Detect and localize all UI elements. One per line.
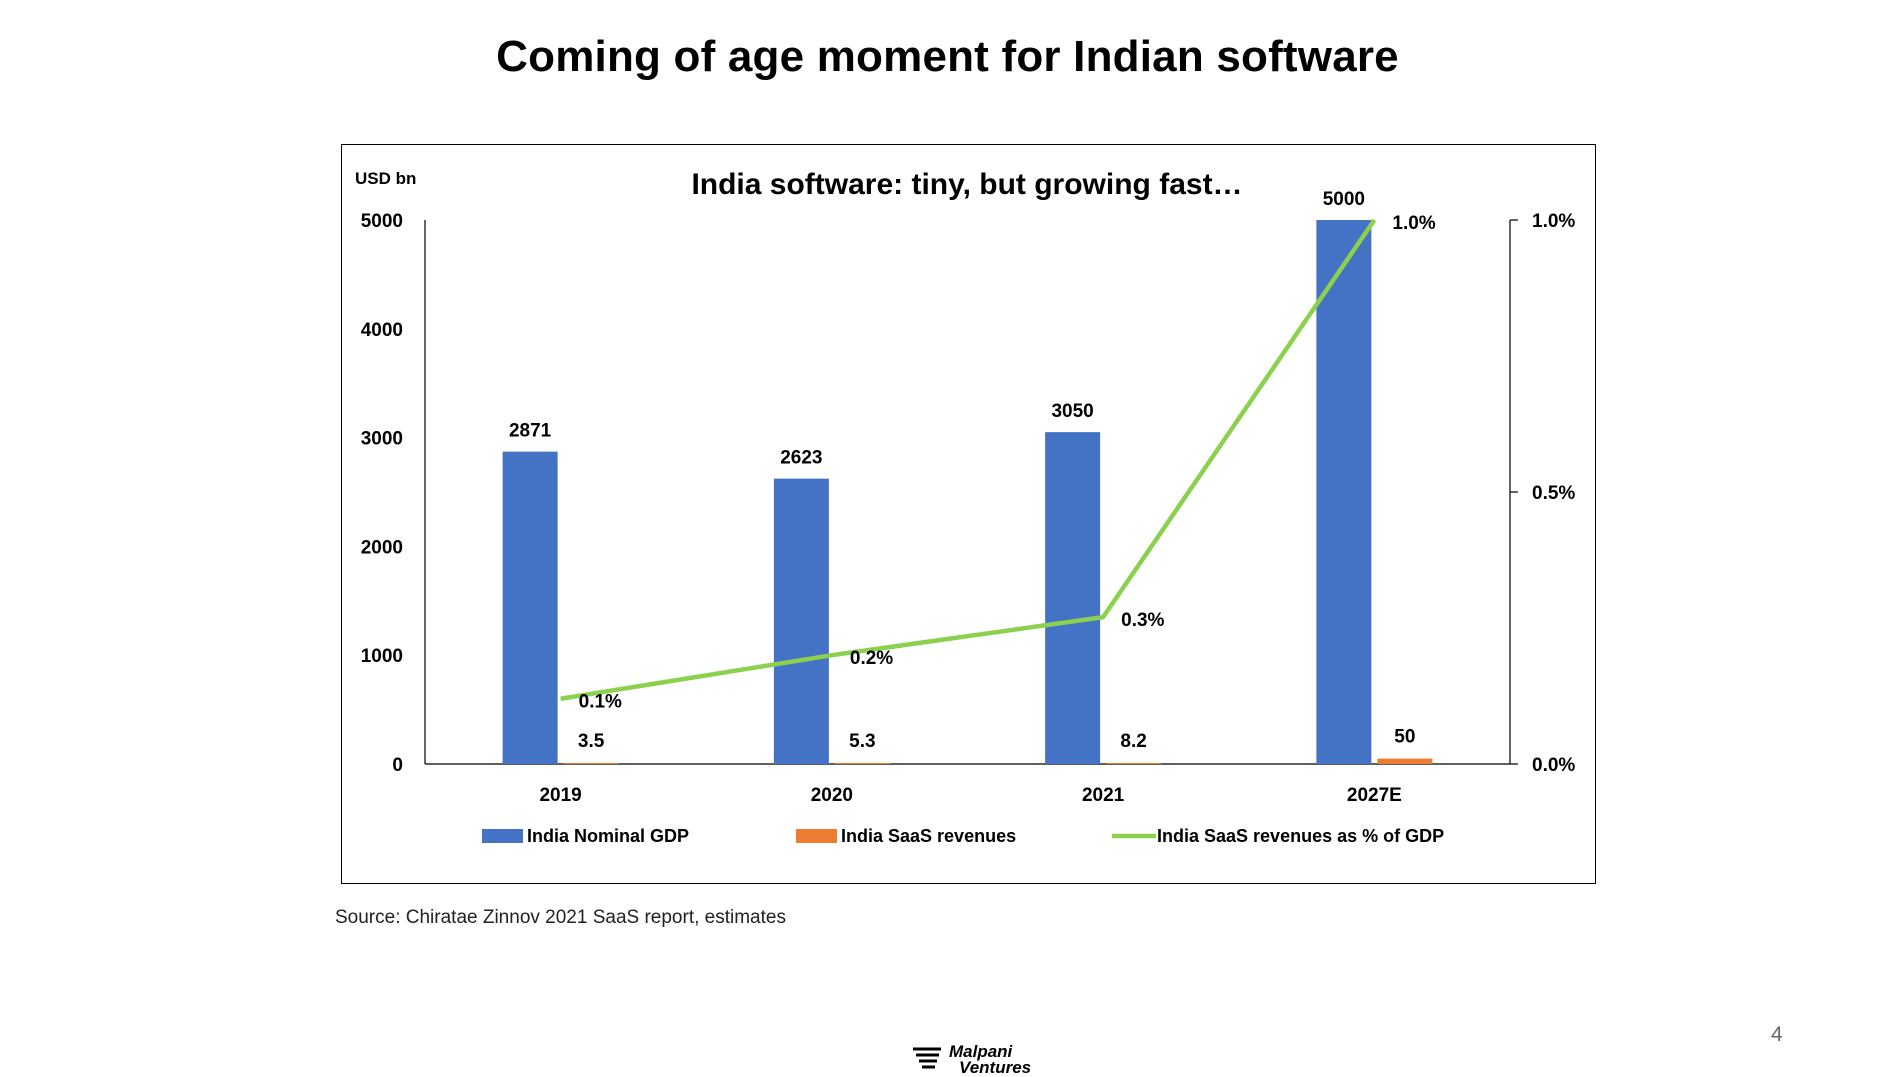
saas-data-label: 50: [1394, 727, 1415, 748]
gdp-bar: [773, 478, 829, 764]
legend-label: India SaaS revenues: [841, 826, 1016, 846]
page-number: 4: [1771, 1023, 1783, 1046]
y-tick-label: 3000: [361, 429, 403, 450]
x-tick-label: 2020: [811, 785, 853, 806]
pct-data-label: 0.3%: [1121, 610, 1164, 631]
y-tick-label: 5000: [361, 211, 403, 232]
legend-label: India Nominal GDP: [527, 826, 689, 846]
saas-data-label: 5.3: [849, 731, 875, 752]
malpani-ventures-logo: Malpani Ventures: [913, 1043, 1031, 1077]
saas-data-label: 3.5: [578, 731, 605, 752]
gdp-data-label: 5000: [1323, 189, 1365, 210]
saas-data-label: 8.2: [1120, 731, 1146, 752]
plot-area: 0 1000 2000 3000 4000 5000 0.0% 0.5% 1.0% 2019 202…: [361, 189, 1576, 846]
x-tick-label: 2021: [1082, 785, 1125, 806]
y2-tick-label: 0.0%: [1532, 755, 1575, 776]
y-tick-label: 1000: [361, 646, 403, 667]
gdp-data-label: 3050: [1051, 401, 1093, 422]
gdp-data-label: 2871: [509, 421, 552, 442]
gdp-data-label: 2623: [780, 448, 822, 469]
saas-bar: [563, 763, 619, 764]
saas-bar: [834, 763, 890, 764]
y-tick-label: 4000: [361, 320, 403, 341]
y2-tick-label: 0.5%: [1532, 483, 1575, 504]
pct-data-label: 1.0%: [1392, 213, 1435, 234]
y-tick-label: 2000: [361, 537, 403, 558]
pct-data-label: 0.1%: [579, 692, 622, 713]
gdp-bar: [502, 451, 558, 764]
logo-stripes-icon: [913, 1047, 941, 1069]
saas-bar: [1106, 763, 1162, 764]
x-tick-label: 2019: [539, 785, 581, 806]
legend-label: India SaaS revenues as % of GDP: [1157, 826, 1444, 846]
pct-data-label: 0.2%: [850, 648, 893, 669]
chart: India software: tiny, but growing fast… …: [355, 168, 1576, 846]
logo-line-2: Ventures: [959, 1058, 1032, 1077]
logo-text: Malpani Ventures: [949, 1042, 1032, 1077]
y-tick-label: 0: [392, 755, 403, 776]
source-note: Source: Chiratae Zinnov 2021 SaaS report…: [335, 907, 786, 928]
y2-tick-label: 1.0%: [1532, 211, 1575, 232]
chart-frame: [341, 144, 1596, 884]
legend-swatch-saas: [796, 829, 837, 843]
chart-title: India software: tiny, but growing fast…: [691, 168, 1242, 201]
gdp-bar: [1316, 220, 1372, 764]
pct-line: [560, 218, 1377, 701]
saas-bar: [1377, 758, 1433, 764]
slide-title: Coming of age moment for Indian software: [496, 32, 1399, 81]
x-tick-label: 2027E: [1347, 785, 1402, 806]
gdp-bar: [1045, 432, 1101, 764]
logo-line-1: Malpani: [949, 1042, 1013, 1061]
y-axis-label: USD bn: [355, 169, 416, 188]
legend-swatch-gdp: [482, 829, 523, 843]
